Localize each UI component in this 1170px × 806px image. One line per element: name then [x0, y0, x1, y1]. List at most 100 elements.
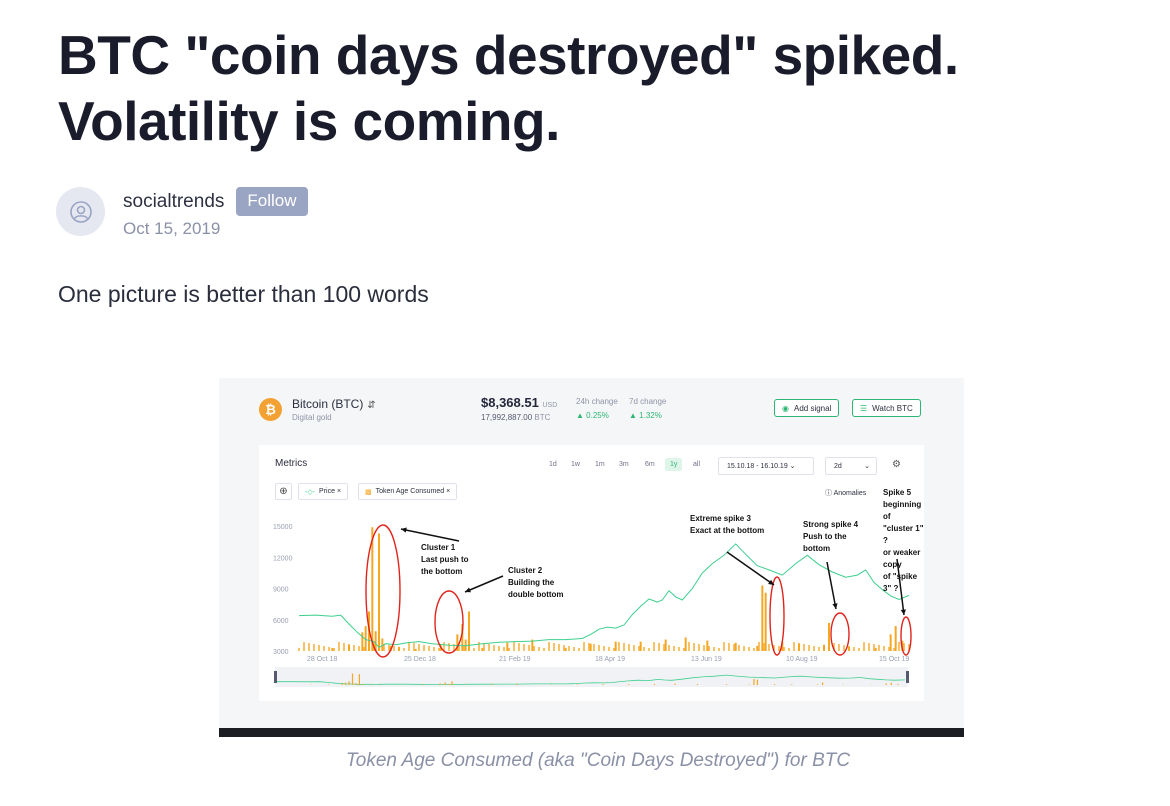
- token-age-bar-minor: [493, 645, 495, 651]
- metrics-chart[interactable]: 3000 6000 9000 12000 15000 28 Oct 18 25 Dec 1…: [259, 445, 924, 701]
- token-age-bar-minor: [733, 644, 735, 651]
- change-24h: 24h change ▲ 0.25%: [576, 397, 618, 420]
- navigator-bar: [362, 683, 364, 685]
- token-age-bar-minor: [428, 646, 430, 651]
- chevron-down-icon: ⌄: [789, 463, 796, 470]
- watch-button[interactable]: ☰ Watch BTC: [852, 399, 921, 417]
- token-age-bar-minor: [723, 642, 725, 651]
- token-age-bar: [381, 638, 384, 651]
- annotation-spike-3: Extreme spike 3 Exact at the bottom: [690, 514, 765, 535]
- annotation-arrow-spike-4: [826, 561, 837, 610]
- token-age-bar-minor: [338, 642, 340, 651]
- token-age-bar-minor: [533, 646, 535, 651]
- token-age-bar-minor: [633, 645, 635, 651]
- period-1d[interactable]: 1d: [549, 461, 557, 468]
- token-age-bar-minor: [328, 647, 330, 651]
- navigator-bar: [773, 684, 776, 685]
- annotation-cluster-2: Cluster 2 Building the double bottom: [508, 566, 564, 599]
- token-age-bar-minor: [778, 646, 780, 651]
- token-age-bar: [781, 641, 784, 651]
- navigator-bar: [439, 683, 441, 685]
- add-metric-button[interactable]: ⊕: [275, 483, 292, 500]
- token-age-bar-minor: [473, 648, 475, 651]
- x-tick-label: 25 Dec 18: [404, 656, 436, 663]
- period-6m[interactable]: 6m: [645, 461, 655, 468]
- add-signal-label: Add signal: [793, 403, 832, 413]
- token-age-bar-minor: [548, 642, 550, 651]
- y-tick-label: 9000: [273, 587, 289, 594]
- avatar[interactable]: [56, 187, 105, 236]
- token-age-bar: [828, 622, 830, 651]
- token-age-bar-minor: [663, 644, 665, 651]
- token-age-bar-minor: [673, 646, 675, 651]
- token-age-bar-minor: [668, 645, 670, 651]
- navigator-bar: [358, 674, 360, 685]
- token-age-bar: [761, 585, 764, 651]
- anomalies-toggle[interactable]: ⓘ Anomalies: [825, 488, 866, 498]
- token-age-bar-minor: [843, 645, 845, 651]
- date-range-picker[interactable]: 15.10.18 - 16.10.19 ⌄: [718, 457, 814, 475]
- token-age-bar-minor: [693, 643, 695, 651]
- price-block: $8,368.51 USD 17,992,887.00 BTC: [481, 395, 557, 422]
- navigator-bar: [576, 684, 578, 685]
- token-age-bar-minor: [448, 643, 450, 651]
- token-age-bar-minor: [613, 648, 615, 651]
- annotation-arrow-spike-5-head: [900, 609, 906, 615]
- token-age-bar-minor: [488, 644, 490, 651]
- navigator-bar: [822, 682, 824, 685]
- metric-chip-price[interactable]: -◇- Price ×: [298, 483, 349, 500]
- token-age-bar: [756, 645, 759, 651]
- author-name[interactable]: socialtrends: [123, 190, 225, 212]
- token-age-bar-minor: [773, 645, 775, 651]
- token-age-bar-minor: [413, 643, 415, 651]
- token-age-bar-minor: [643, 647, 645, 651]
- follow-button[interactable]: Follow: [236, 187, 308, 216]
- token-age-bar-minor: [653, 642, 655, 651]
- period-1m[interactable]: 1m: [595, 461, 605, 468]
- navigator-bar: [756, 679, 759, 685]
- token-age-bar-minor: [648, 648, 650, 651]
- token-age-bar-minor: [523, 644, 525, 651]
- navigator-handle-right: [906, 671, 909, 683]
- navigator-bar: [351, 673, 354, 685]
- token-age-bar-minor: [393, 646, 395, 651]
- token-age-bar: [348, 644, 350, 651]
- annotation-arrow-spike-3: [726, 551, 775, 586]
- token-age-bar-minor: [503, 647, 505, 651]
- price-currency: USD: [542, 402, 558, 409]
- annotation-arrow-spike-3-head: [768, 579, 774, 585]
- token-age-bar-minor: [298, 648, 300, 651]
- annotation-arrow-spike-5: [896, 558, 905, 616]
- add-signal-button[interactable]: ◉ Add signal: [774, 399, 840, 417]
- navigator-bar: [816, 684, 819, 685]
- token-age-bar: [664, 639, 667, 651]
- navigator-bar: [674, 683, 676, 685]
- token-age-bar-minor: [708, 646, 710, 651]
- period-all[interactable]: all: [693, 461, 701, 468]
- line-legend-icon: -◇-: [305, 488, 316, 496]
- token-age-bar-minor: [508, 648, 510, 651]
- token-age-bar: [361, 632, 364, 651]
- token-age-bar-minor: [623, 643, 625, 651]
- token-age-bar: [798, 643, 800, 651]
- navigator-bar: [447, 683, 450, 685]
- change-24h-label: 24h change: [576, 397, 618, 406]
- period-3m[interactable]: 3m: [619, 461, 629, 468]
- interval-select[interactable]: 2d ⌄: [825, 457, 877, 475]
- token-age-bar-minor: [658, 643, 660, 651]
- metric-chip-token-age[interactable]: ▩ Token Age Consumed ×: [358, 483, 458, 500]
- token-age-bar: [564, 647, 567, 651]
- close-icon[interactable]: ×: [336, 488, 342, 495]
- token-age-bar-minor: [513, 642, 515, 651]
- period-1y[interactable]: 1y: [665, 458, 683, 471]
- close-icon[interactable]: ×: [446, 488, 451, 495]
- period-1w[interactable]: 1w: [571, 461, 580, 468]
- token-age-bar: [531, 639, 534, 651]
- token-age-bar-minor: [683, 648, 685, 651]
- token-age-bar-minor: [728, 643, 730, 651]
- volume-currency: BTC: [534, 413, 551, 422]
- anomalies-label: Anomalies: [833, 490, 867, 497]
- gear-icon[interactable]: ⚙: [892, 459, 901, 470]
- navigator-bar: [345, 682, 347, 685]
- annotation-circle-spike-5: [900, 616, 912, 656]
